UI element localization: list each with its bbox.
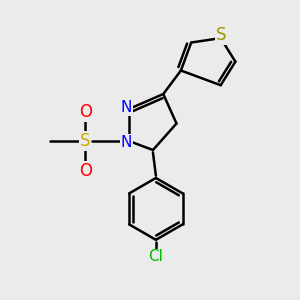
Text: O: O <box>79 162 92 180</box>
Text: S: S <box>80 132 91 150</box>
Text: N: N <box>121 135 132 150</box>
Text: O: O <box>79 103 92 121</box>
Text: S: S <box>215 26 226 44</box>
Text: N: N <box>121 100 132 115</box>
Text: Cl: Cl <box>148 249 163 264</box>
